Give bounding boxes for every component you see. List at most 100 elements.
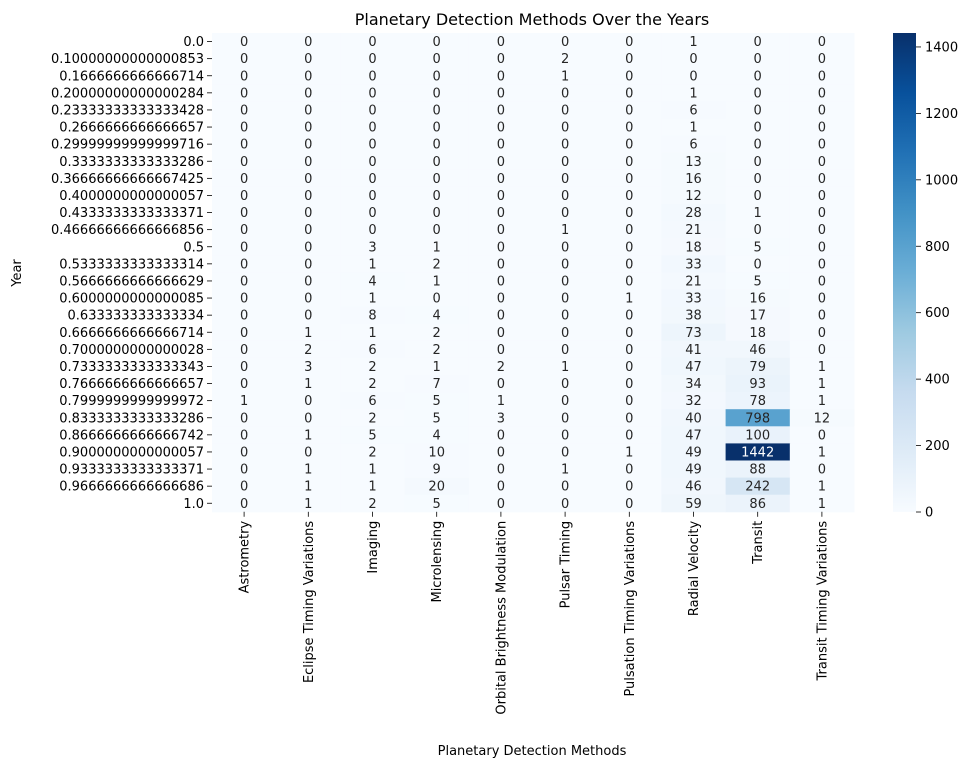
heatmap-cell [276, 50, 341, 68]
heatmap-cell [597, 477, 662, 496]
cell-value-label: 0 [240, 445, 248, 460]
cell-value-label: 5 [433, 497, 441, 512]
cell-value-label: 0 [240, 428, 248, 443]
cell-value-label: 0 [433, 52, 441, 67]
y-tick-label: 0.633333333333334 [68, 309, 204, 324]
cell-value-label: 0 [497, 86, 505, 101]
heatmap-cell [340, 357, 406, 376]
heatmap-cell [468, 135, 534, 154]
x-tick-label: Transit [751, 521, 766, 565]
x-tick-label: Radial Velocity [687, 521, 702, 617]
heatmap-cell [597, 169, 662, 188]
heatmap-cell [468, 306, 534, 325]
cell-value-label: 0 [497, 497, 505, 512]
cell-value-label: 0 [497, 428, 505, 443]
cell-value-label: 9 [433, 463, 441, 478]
y-tick-label: 0.8333333333333286 [59, 411, 204, 426]
cell-value-label: 0 [433, 206, 441, 221]
cell-value-label: 0 [818, 35, 826, 50]
heatmap-cell [789, 221, 855, 239]
heatmap-cell [533, 33, 598, 51]
heatmap-cell [597, 221, 662, 239]
cell-value-label: 798 [745, 411, 770, 426]
cell-value-label: 0 [240, 52, 248, 67]
cell-value-label: 5 [754, 274, 762, 289]
heatmap-cell [597, 67, 662, 85]
y-tick-label: 0.7000000000000028 [59, 343, 204, 358]
heatmap-cell [597, 357, 662, 376]
cell-value-label: 0 [433, 155, 441, 170]
cell-value-label: 0 [240, 103, 248, 118]
cell-value-label: 0 [497, 121, 505, 136]
heatmap-cell [276, 135, 341, 154]
heatmap-cell [404, 392, 470, 410]
heatmap-cell [533, 443, 598, 461]
heatmap-cell [340, 494, 406, 513]
heatmap-cell [340, 50, 406, 68]
heatmap-cell [661, 426, 727, 444]
cell-value-label: 0 [497, 35, 505, 50]
heatmap-cell [404, 477, 470, 496]
heatmap-cell [404, 50, 470, 68]
heatmap-cell [533, 392, 598, 410]
colorbar [893, 33, 916, 512]
heatmap-cell [212, 118, 277, 137]
cell-value-label: 0 [754, 121, 762, 136]
cell-value-label: 0 [304, 274, 312, 289]
heatmap-cell [789, 186, 855, 205]
heatmap-cell [276, 460, 341, 479]
heatmap-cell [661, 443, 727, 461]
cell-value-label: 0 [240, 309, 248, 324]
heatmap-cell [597, 204, 662, 222]
heatmap-cell [725, 357, 791, 376]
cell-value-label: 0 [561, 240, 569, 255]
cell-value-label: 0 [240, 155, 248, 170]
heatmap-cell [340, 118, 406, 137]
cell-value-label: 0 [304, 445, 312, 460]
cell-value-label: 0 [625, 69, 633, 84]
cell-value-label: 0 [497, 206, 505, 221]
y-tick-label: 0.9000000000000057 [59, 445, 204, 460]
cell-value-label: 1 [561, 223, 569, 238]
cell-value-label: 0 [754, 69, 762, 84]
heatmap-cell [597, 494, 662, 513]
heatmap-cell [789, 272, 855, 290]
cell-value-label: 0 [304, 35, 312, 50]
cell-value-label: 0 [818, 206, 826, 221]
x-tick-label: Astrometry [238, 520, 253, 593]
y-tick-label: 0.4000000000000057 [59, 189, 204, 204]
cell-value-label: 0 [754, 257, 762, 272]
cell-value-label: 0 [818, 257, 826, 272]
cell-value-label: 7 [433, 377, 441, 392]
heatmap-cell [276, 477, 341, 496]
heatmap-cell [212, 33, 277, 51]
heatmap-cell [597, 306, 662, 325]
heatmap-cell [404, 272, 470, 290]
heatmap-cell [468, 494, 534, 513]
cell-value-label: 1 [368, 292, 376, 307]
heatmap-cell [404, 186, 470, 205]
x-tick-label: Microlensing [430, 521, 445, 603]
cell-value-label: 0 [754, 189, 762, 204]
heatmap-cell [468, 84, 534, 102]
heatmap-cell [276, 409, 341, 427]
heatmap-cell [789, 238, 855, 256]
cell-value-label: 0 [368, 86, 376, 101]
heatmap-cell [725, 460, 791, 479]
heatmap-cell [212, 84, 277, 102]
cell-value-label: 0 [240, 411, 248, 426]
heatmap-cell [276, 33, 341, 51]
heatmap-cell [468, 357, 534, 376]
heatmap-cell [276, 443, 341, 461]
heatmap-cell [533, 238, 598, 256]
y-tick-label: 0.5 [183, 240, 204, 255]
cell-value-label: 0 [304, 206, 312, 221]
heatmap-cell [404, 152, 470, 171]
heatmap-cell [212, 306, 277, 325]
heatmap-cell [404, 84, 470, 102]
cell-value-label: 0 [625, 103, 633, 118]
heatmap-cell [404, 238, 470, 256]
cell-value-label: 1 [625, 292, 633, 307]
cell-value-label: 0 [240, 463, 248, 478]
